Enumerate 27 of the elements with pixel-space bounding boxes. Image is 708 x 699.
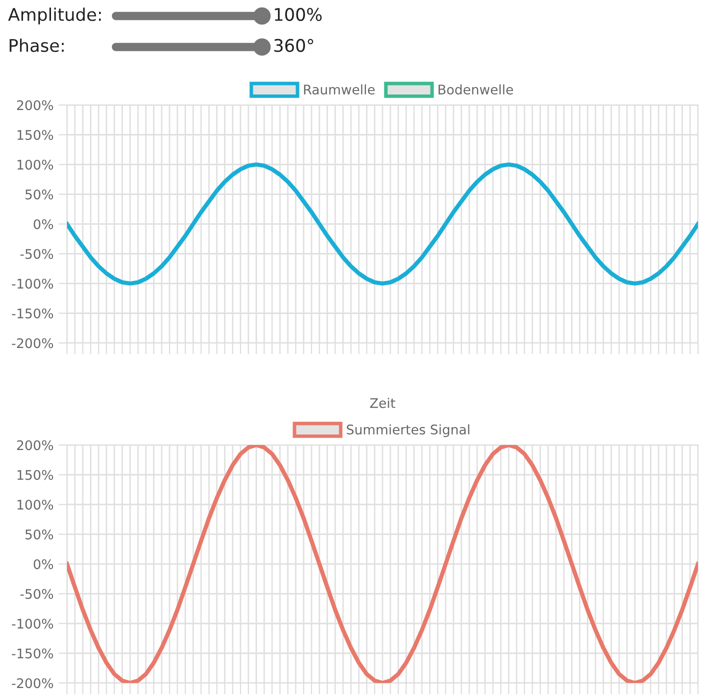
y-tick-label: -200% [12,678,54,688]
y-tick-label: 0% [34,559,54,570]
y-tick-label: -50% [20,248,54,259]
y-tick-label: -200% [12,338,54,348]
y-tick-label: 50% [25,529,54,540]
y-tick-label: 0% [34,219,54,230]
y-tick-label: 200% [17,440,54,450]
y-tick-label: -100% [12,278,54,289]
legend-label: Summiertes Signal [346,424,470,438]
legend-label: Bodenwelle [438,84,513,95]
x-axis-title: Zeit [370,398,396,408]
y-tick-label: 100% [18,500,54,510]
y-tick-label: -150% [12,648,54,658]
y-tick-label: 150% [18,130,54,140]
y-tick-label: 50% [25,189,54,200]
text: 360° [274,38,314,52]
y-tick-label: 100% [18,160,54,170]
y-tick-label: -100% [12,618,54,629]
legend-label: Raumwelle [304,84,375,95]
y-tick-label: -150% [12,308,54,318]
text: 100% [274,8,322,22]
y-tick-label: -50% [20,588,54,599]
line-series [67,162,698,286]
y-tick-label: 150% [18,470,54,480]
text: Phase: [10,38,64,52]
y-tick-label: 200% [17,100,54,110]
text: Amplitude: [8,8,101,24]
